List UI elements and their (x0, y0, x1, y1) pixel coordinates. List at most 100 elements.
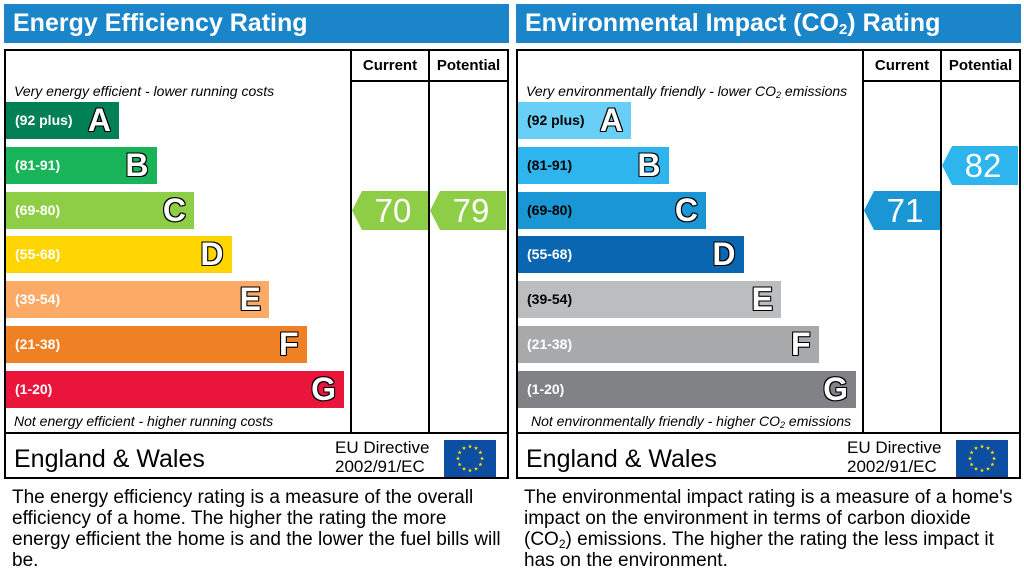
band-e: (39-54) E (6, 281, 269, 319)
band-e: (39-54) E (518, 281, 781, 319)
energy-efficiency-chart: Current Potential Very energy efficient … (4, 49, 509, 479)
eu-directive: EU Directive 2002/91/EC (335, 438, 429, 476)
eu-star-icon (990, 462, 995, 467)
eu-star-icon (985, 445, 991, 450)
band-range-label: (81-91) (527, 156, 573, 173)
bottom-note: Not environmentally friendly - higher CO… (531, 413, 852, 430)
current-rating-value: 71 (886, 191, 924, 229)
eu-directive-line2: 2002/91/EC (335, 457, 425, 476)
column-header-current: Current (874, 57, 930, 74)
band-a: (92 plus) A (6, 102, 119, 139)
eu-star-icon (473, 466, 479, 471)
energy-efficiency-panel: Energy Efficiency Rating Current Potenti… (4, 4, 509, 572)
eu-star-icon (478, 450, 483, 455)
band-d: (55-68) D (6, 236, 232, 274)
eu-star-icon (457, 462, 462, 467)
eu-star-icon (461, 466, 467, 471)
eu-star-icon (967, 456, 973, 461)
top-note: Very energy efficient - lower running co… (14, 83, 275, 99)
band-range-label: (55-68) (15, 246, 61, 263)
band-letter: C (162, 191, 186, 228)
band-letter: G (311, 370, 336, 407)
band-c: (69-80) C (518, 191, 706, 229)
eu-star-icon (467, 468, 473, 473)
band-range-label: (69-80) (527, 201, 573, 218)
header-rule (350, 80, 507, 82)
band-range-label: (21-38) (527, 336, 573, 352)
environmental-impact-description: The environmental impact rating is a mea… (524, 487, 1013, 571)
region-label: England & Wales (526, 445, 717, 473)
band-letter: F (278, 326, 299, 362)
eu-star-icon (973, 445, 979, 450)
eu-star-icon (969, 450, 974, 455)
band-letter: E (751, 281, 773, 318)
potential-rating-value: 79 (452, 191, 490, 229)
eu-star-icon (455, 456, 461, 461)
eu-star-icon (969, 462, 974, 467)
eu-star-icon (979, 468, 985, 473)
band-c: (69-80) C (6, 191, 194, 229)
current-rating-marker (352, 190, 428, 230)
eu-flag-icon (444, 440, 496, 477)
current-rating-marker (864, 190, 940, 230)
band-g: (1-20) G (518, 370, 856, 408)
band-letter: C (674, 191, 698, 228)
band-range-label: (39-54) (15, 291, 61, 308)
column-header-potential: Potential (948, 57, 1013, 74)
band-letter: A (599, 102, 623, 138)
band-g: (1-20) G (6, 370, 344, 408)
eu-star-icon (990, 450, 995, 455)
eu-directive: EU Directive 2002/91/EC (847, 438, 941, 476)
eu-star-icon (478, 462, 483, 467)
band-range-label: (81-91) (15, 156, 61, 173)
band-range-label: (39-54) (527, 291, 573, 308)
band-letter: E (239, 281, 261, 318)
eu-directive-line1: EU Directive (335, 438, 430, 457)
eu-star-icon (991, 456, 997, 461)
eu-star-icon (979, 444, 985, 449)
eu-star-icon (467, 444, 473, 449)
energy-efficiency-description: The energy efficiency rating is a measur… (12, 487, 501, 571)
divider-potential (428, 51, 430, 432)
environmental-impact-panel: Environmental Impact (CO2) Rating Curren… (516, 4, 1021, 572)
band-range-label: (69-80) (15, 201, 61, 218)
band-range-label: (92 plus) (527, 112, 585, 128)
band-range-label: (1-20) (527, 380, 565, 397)
band-f: (21-38) F (6, 326, 307, 363)
eu-star-icon (973, 466, 979, 471)
environmental-impact-chart: Current Potential Very environmentally f… (516, 49, 1021, 479)
eu-star-icon (473, 445, 479, 450)
eu-star-icon (457, 450, 462, 455)
band-range-label: (1-20) (15, 380, 53, 397)
eu-star-icon (461, 445, 467, 450)
eu-directive-line1: EU Directive (847, 438, 942, 457)
band-letter: B (125, 146, 149, 183)
band-a: (92 plus) A (518, 102, 631, 139)
band-letter: B (637, 146, 661, 183)
band-letter: G (823, 370, 848, 407)
footer-rule (6, 432, 507, 434)
band-d: (55-68) D (518, 236, 744, 274)
header-rule (862, 80, 1019, 82)
band-b: (81-91) B (6, 146, 157, 184)
band-letter: F (790, 326, 811, 362)
eu-directive-line2: 2002/91/EC (847, 457, 937, 476)
potential-rating-marker (942, 145, 1018, 185)
current-rating-value: 70 (374, 191, 412, 229)
environmental-impact-title: Environmental Impact (CO2) Rating (516, 4, 1021, 43)
band-range-label: (92 plus) (15, 112, 73, 128)
potential-rating-marker (430, 190, 506, 230)
band-letter: D (200, 236, 224, 273)
potential-rating-value: 82 (964, 146, 1002, 184)
band-b: (81-91) B (518, 146, 669, 184)
divider-current (862, 51, 864, 432)
top-note: Very environmentally friendly - lower CO… (526, 83, 848, 100)
column-header-potential: Potential (436, 57, 501, 74)
band-letter: D (712, 236, 736, 273)
divider-current (350, 51, 352, 432)
divider-potential (940, 51, 942, 432)
band-range-label: (55-68) (527, 246, 573, 263)
column-header-current: Current (362, 57, 418, 74)
region-label: England & Wales (14, 445, 205, 473)
eu-flag-icon (956, 440, 1008, 477)
